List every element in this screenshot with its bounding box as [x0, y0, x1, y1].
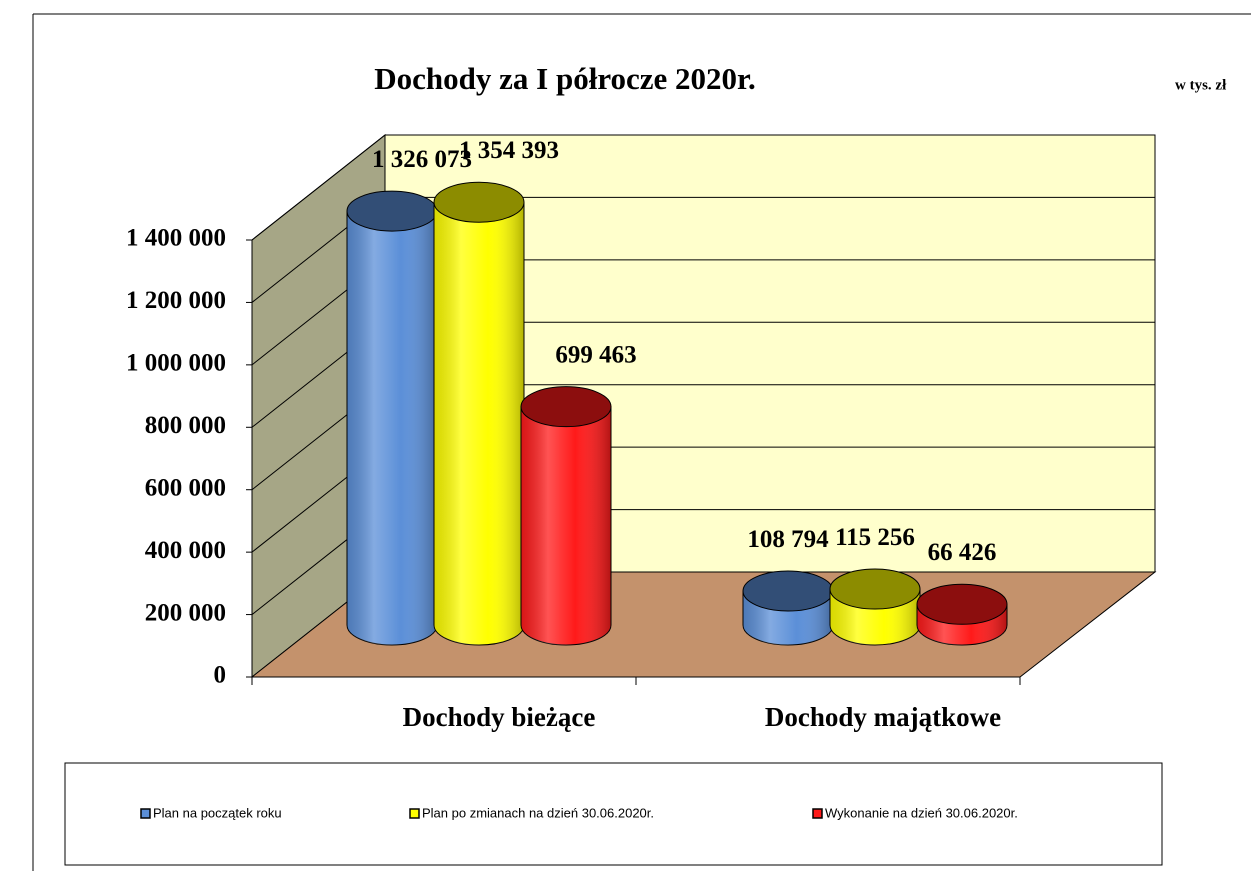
cylinder-top	[520, 386, 612, 428]
cylinder-shade	[347, 211, 437, 645]
value-label: 1 326 073	[372, 146, 472, 173]
y-tick-label: 1 400 000	[126, 225, 226, 252]
cylinder-top	[829, 568, 921, 610]
cylinder-shade	[434, 202, 524, 645]
cylinder-top-shade	[830, 569, 920, 610]
cylinder-top-shade	[521, 386, 611, 427]
x-tick-label: Dochody bieżące	[403, 702, 596, 732]
value-label: 108 794	[747, 526, 829, 553]
value-label: 699 463	[555, 341, 636, 368]
y-tick-label: 0	[214, 662, 227, 689]
y-tick-label: 1 200 000	[126, 287, 226, 314]
chart-title: Dochody za I półrocze 2020r.	[374, 61, 755, 96]
y-tick-label: 800 000	[145, 412, 226, 439]
legend-label: Plan po zmianach na dzień 30.06.2020r.	[422, 805, 654, 820]
y-tick-label: 400 000	[145, 537, 226, 564]
legend-swatch	[409, 808, 420, 819]
value-label: 66 426	[928, 539, 997, 566]
legend-items: Plan na początek roku Plan po zmianach na…	[140, 805, 1018, 820]
x-tick-label: Dochody majątkowe	[765, 702, 1001, 732]
y-tick-label: 1 000 000	[126, 350, 226, 377]
cylinder-top	[916, 583, 1008, 625]
cylinder-top-shade	[434, 182, 524, 223]
cylinder-shade	[521, 406, 611, 645]
legend-swatch	[140, 808, 151, 819]
cylinder-top-shade	[743, 571, 833, 612]
y-tick-label: 600 000	[145, 474, 226, 501]
legend-swatch	[812, 808, 823, 819]
legend-label: Plan na początek roku	[153, 805, 282, 820]
unit-note: w tys. zł	[1175, 77, 1227, 93]
cylinder-top-shade	[917, 584, 1007, 625]
legend	[64, 762, 1163, 866]
cylinder-top-shade	[347, 191, 437, 232]
grid-line	[251, 134, 386, 241]
legend-label: Wykonanie na dzień 30.06.2020r.	[825, 805, 1018, 820]
y-tick-label: 200 000	[145, 599, 226, 626]
value-label: 1 354 393	[459, 137, 559, 164]
cylinder-top	[433, 181, 525, 223]
value-label: 115 256	[835, 524, 915, 551]
